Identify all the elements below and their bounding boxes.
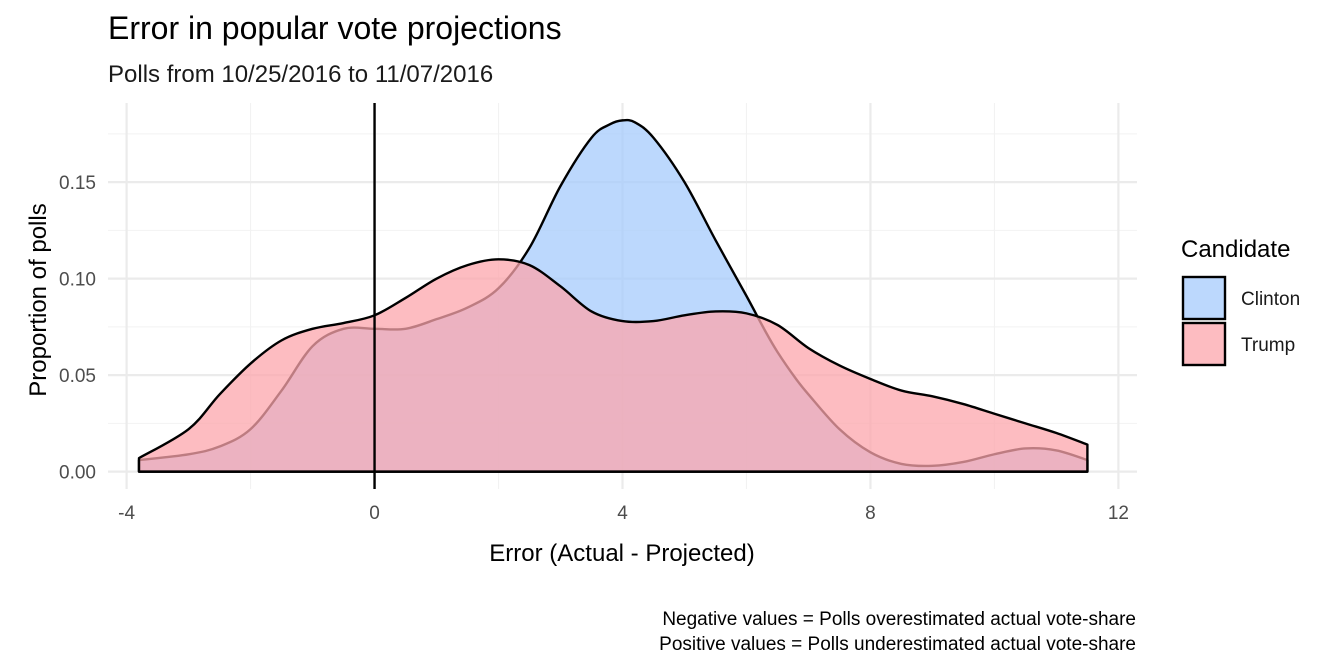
legend-title: Candidate — [1181, 236, 1290, 263]
x-tick-label: 0 — [369, 503, 380, 524]
caption-line-negative: Negative values = Polls overestimated ac… — [662, 609, 1136, 630]
y-axis-title: Proportion of polls — [25, 203, 52, 396]
y-tick-label: 0.15 — [59, 173, 96, 194]
caption-line-positive: Positive values = Polls underestimated a… — [659, 634, 1136, 655]
y-tick-label: 0.00 — [59, 463, 96, 484]
y-tick-label: 0.05 — [59, 366, 96, 387]
legend: Candidate Clinton Trump — [1181, 236, 1300, 367]
chart-subtitle: Polls from 10/25/2016 to 11/07/2016 — [108, 61, 493, 88]
y-tick-label: 0.10 — [59, 270, 96, 291]
chart-title: Error in popular vote projections — [108, 10, 562, 46]
x-tick-label: 12 — [1108, 503, 1129, 524]
x-tick-label: 8 — [865, 503, 876, 524]
legend-key-trump — [1181, 321, 1227, 367]
legend-key-clinton — [1181, 275, 1227, 321]
legend-label-trump: Trump — [1241, 335, 1295, 356]
x-tick-label: -4 — [118, 503, 135, 524]
legend-label-clinton: Clinton — [1241, 289, 1300, 310]
density-area-trump — [137, 258, 1089, 473]
x-tick-label: 4 — [617, 503, 628, 524]
x-axis-title: Error (Actual - Projected) — [489, 540, 754, 567]
plot-area: -4 0 4 8 12 0.00 0.05 0.10 0.15 — [59, 103, 1137, 524]
